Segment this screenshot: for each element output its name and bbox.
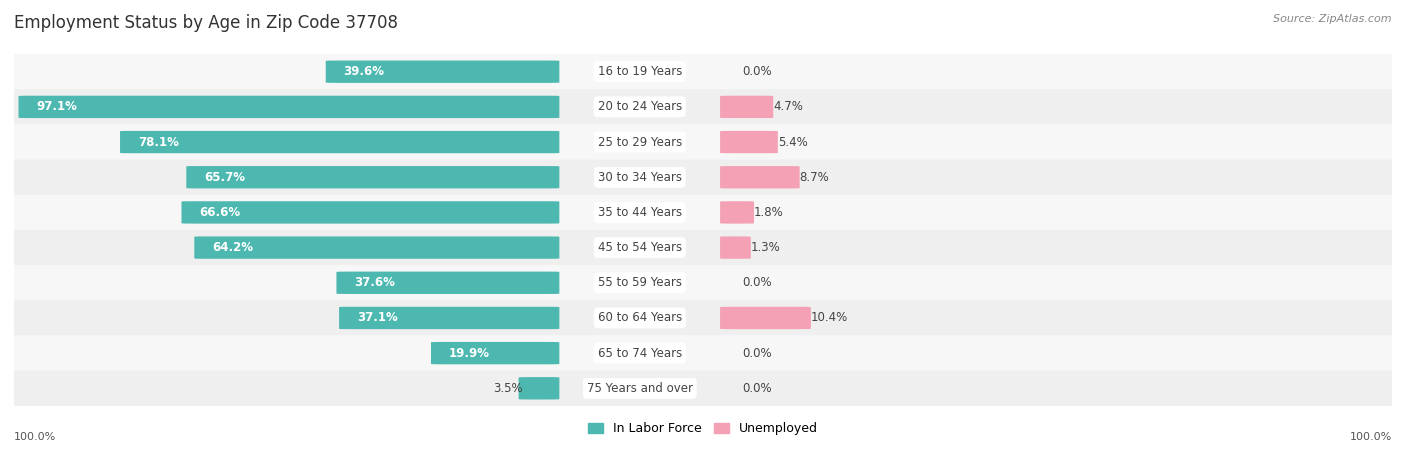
FancyBboxPatch shape [326, 60, 560, 83]
Text: 35 to 44 Years: 35 to 44 Years [598, 206, 682, 219]
Text: Source: ZipAtlas.com: Source: ZipAtlas.com [1274, 14, 1392, 23]
FancyBboxPatch shape [7, 89, 1399, 124]
Text: 0.0%: 0.0% [742, 347, 772, 359]
Text: 60 to 64 Years: 60 to 64 Years [598, 312, 682, 324]
Text: 75 Years and over: 75 Years and over [586, 382, 693, 395]
Text: 16 to 19 Years: 16 to 19 Years [598, 65, 682, 78]
FancyBboxPatch shape [186, 166, 560, 189]
FancyBboxPatch shape [194, 236, 560, 259]
Text: 0.0%: 0.0% [742, 65, 772, 78]
Text: 78.1%: 78.1% [138, 136, 179, 148]
FancyBboxPatch shape [720, 236, 751, 259]
Text: Employment Status by Age in Zip Code 37708: Employment Status by Age in Zip Code 377… [14, 14, 398, 32]
FancyBboxPatch shape [7, 54, 1399, 89]
Legend: In Labor Force, Unemployed: In Labor Force, Unemployed [583, 417, 823, 440]
FancyBboxPatch shape [7, 300, 1399, 336]
Text: 8.7%: 8.7% [800, 171, 830, 184]
FancyBboxPatch shape [7, 265, 1399, 300]
Text: 1.3%: 1.3% [751, 241, 780, 254]
Text: 37.6%: 37.6% [354, 276, 395, 289]
Text: 100.0%: 100.0% [1350, 432, 1392, 442]
Text: 39.6%: 39.6% [343, 65, 385, 78]
FancyBboxPatch shape [7, 230, 1399, 265]
FancyBboxPatch shape [339, 307, 560, 329]
FancyBboxPatch shape [519, 377, 560, 400]
Text: 65 to 74 Years: 65 to 74 Years [598, 347, 682, 359]
FancyBboxPatch shape [7, 160, 1399, 195]
Text: 55 to 59 Years: 55 to 59 Years [598, 276, 682, 289]
Text: 1.8%: 1.8% [754, 206, 783, 219]
Text: 4.7%: 4.7% [773, 101, 803, 113]
Text: 25 to 29 Years: 25 to 29 Years [598, 136, 682, 148]
Text: 37.1%: 37.1% [357, 312, 398, 324]
FancyBboxPatch shape [432, 342, 560, 364]
FancyBboxPatch shape [18, 96, 560, 118]
FancyBboxPatch shape [7, 371, 1399, 406]
Text: 5.4%: 5.4% [778, 136, 807, 148]
Text: 45 to 54 Years: 45 to 54 Years [598, 241, 682, 254]
Text: 64.2%: 64.2% [212, 241, 253, 254]
FancyBboxPatch shape [7, 195, 1399, 230]
FancyBboxPatch shape [720, 96, 773, 118]
Text: 65.7%: 65.7% [204, 171, 245, 184]
Text: 100.0%: 100.0% [14, 432, 56, 442]
Text: 20 to 24 Years: 20 to 24 Years [598, 101, 682, 113]
FancyBboxPatch shape [720, 201, 754, 224]
FancyBboxPatch shape [720, 131, 778, 153]
Text: 0.0%: 0.0% [742, 382, 772, 395]
FancyBboxPatch shape [720, 166, 800, 189]
FancyBboxPatch shape [720, 307, 811, 329]
FancyBboxPatch shape [120, 131, 560, 153]
FancyBboxPatch shape [7, 336, 1399, 371]
FancyBboxPatch shape [181, 201, 560, 224]
Text: 0.0%: 0.0% [742, 276, 772, 289]
Text: 97.1%: 97.1% [37, 101, 77, 113]
FancyBboxPatch shape [7, 124, 1399, 160]
Text: 30 to 34 Years: 30 to 34 Years [598, 171, 682, 184]
FancyBboxPatch shape [336, 272, 560, 294]
Text: 66.6%: 66.6% [200, 206, 240, 219]
Text: 19.9%: 19.9% [449, 347, 489, 359]
Text: 10.4%: 10.4% [811, 312, 848, 324]
Text: 3.5%: 3.5% [494, 382, 523, 395]
